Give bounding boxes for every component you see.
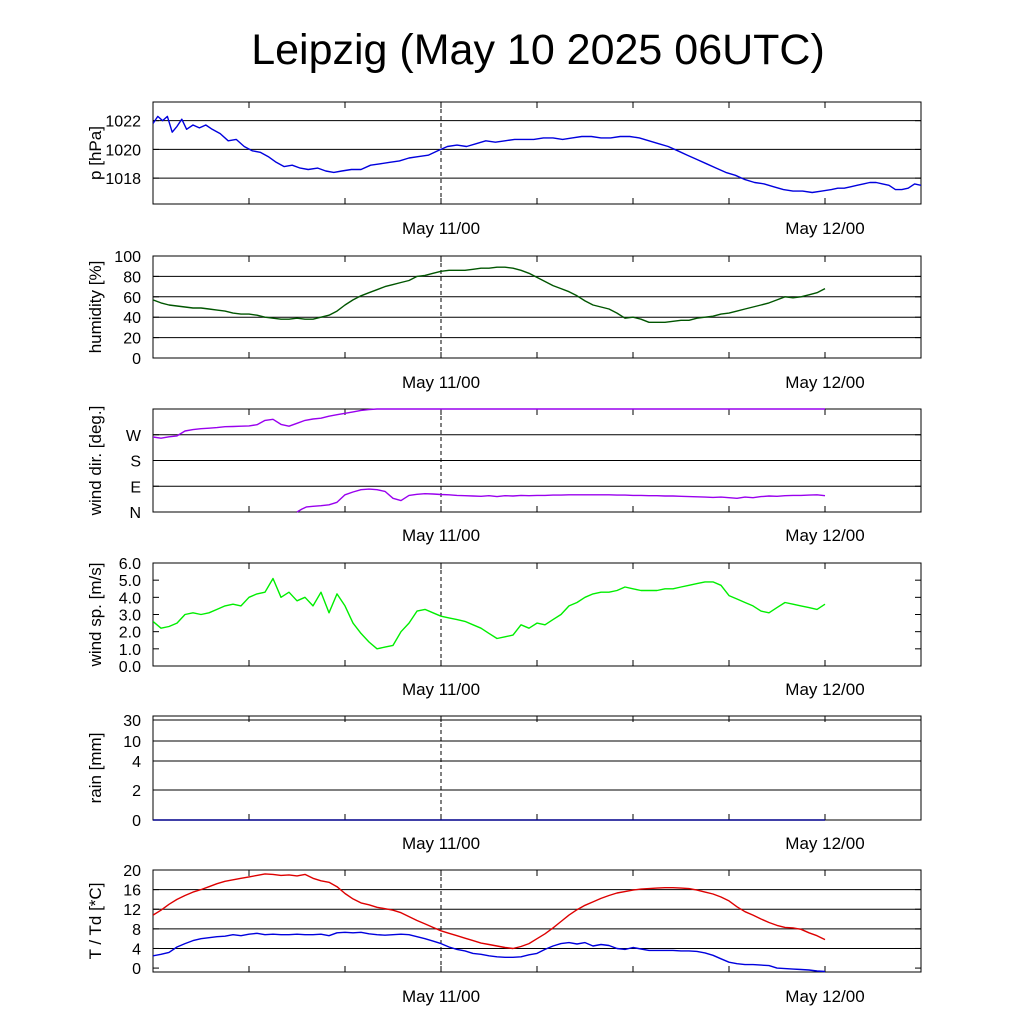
- y-axis-label: wind sp. [m/s]: [86, 563, 105, 668]
- y-axis-label: wind dir. [deg.]: [86, 406, 105, 517]
- y-tick-label: 1020: [105, 142, 141, 159]
- y-tick-label: 20: [123, 331, 141, 348]
- x-tick-label: May 11/00: [402, 373, 480, 392]
- y-tick-label: 100: [114, 249, 141, 266]
- y-tick-label: 80: [123, 269, 141, 286]
- series-humidity: [153, 266, 826, 323]
- y-tick-label: 4.0: [119, 590, 141, 607]
- y-tick-label: 40: [123, 310, 141, 327]
- series-temperature: [153, 873, 826, 950]
- y-axis-label: p [hPa]: [86, 126, 105, 180]
- y-axis-label: T / Td [*C]: [86, 883, 105, 960]
- y-tick-label: 6.0: [119, 556, 141, 573]
- panel-humidity: 0 20 40 60 80 100 humidity [%] May 11/00 May 12/…: [86, 249, 922, 392]
- series-wind-dir-part2: [296, 488, 826, 513]
- y-tick-label: 5.0: [119, 573, 141, 590]
- panel-frame: [152, 562, 922, 667]
- y-tick-label: 3.0: [119, 608, 141, 625]
- y-axis-label: humidity [%]: [86, 261, 105, 354]
- y-tick-label: 4: [132, 941, 141, 958]
- y-tick-label: 10: [123, 734, 141, 751]
- y-axis-label: rain [mm]: [86, 733, 105, 804]
- panel-rain: 0 2 4 10 30 rain [mm] May 11/00 May 12/00: [86, 713, 922, 853]
- y-tick-label: 2.0: [119, 625, 141, 642]
- y-tick-label: 30: [123, 713, 141, 730]
- x-tick-label: May 12/00: [785, 987, 864, 1006]
- y-tick-label: 60: [123, 290, 141, 307]
- y-tick-label: 0: [132, 813, 141, 830]
- panel-temperature: 0 4 8 12 16 20 T / Td [*C] May 11/00 May 12/00: [86, 863, 922, 1006]
- y-tick-label: 16: [123, 883, 141, 900]
- x-tick-label: May 11/00: [402, 526, 480, 545]
- panel-frame: [152, 101, 922, 205]
- y-tick-label: S: [130, 454, 141, 471]
- y-tick-label: 20: [123, 863, 141, 880]
- panel-wind_speed: 0.01.02.03.04.05.06.0 wind sp. [m/s] May 1…: [86, 556, 922, 699]
- x-tick-label: May 12/00: [785, 680, 864, 699]
- series-pressure: [153, 115, 921, 194]
- y-tick-label: 1022: [105, 114, 141, 131]
- y-tick-label: N: [129, 505, 141, 522]
- x-tick-label: May 12/00: [785, 373, 864, 392]
- x-tick-label: May 12/00: [785, 834, 864, 853]
- y-tick-label: 2: [132, 783, 141, 800]
- x-tick-label: May 11/00: [402, 680, 480, 699]
- panel-frame: [152, 869, 922, 973]
- y-tick-label: 0.0: [119, 659, 141, 676]
- x-tick-label: May 11/00: [402, 987, 480, 1006]
- y-tick-label: 12: [123, 902, 141, 919]
- y-tick-label: 8: [132, 922, 141, 939]
- x-tick-label: May 12/00: [785, 219, 864, 238]
- y-tick-label: 1018: [105, 171, 141, 188]
- series-wind-speed: [153, 577, 826, 650]
- x-tick-label: May 11/00: [402, 219, 480, 238]
- y-tick-label: E: [130, 479, 141, 496]
- panel-frame: [152, 255, 922, 359]
- y-tick-label: 4: [132, 754, 141, 771]
- y-tick-label: 1.0: [119, 642, 141, 659]
- series-dewpoint: [153, 931, 826, 973]
- y-tick-label: 0: [132, 961, 141, 978]
- series-wind-dir-part1: [153, 408, 825, 439]
- y-tick-label: W: [126, 428, 142, 445]
- x-tick-label: May 11/00: [402, 834, 480, 853]
- y-tick-label: 0: [132, 351, 141, 368]
- x-tick-label: May 12/00: [785, 526, 864, 545]
- panel-frame: [152, 715, 922, 821]
- chart-title: Leipzig (May 10 2025 06UTC): [251, 26, 825, 74]
